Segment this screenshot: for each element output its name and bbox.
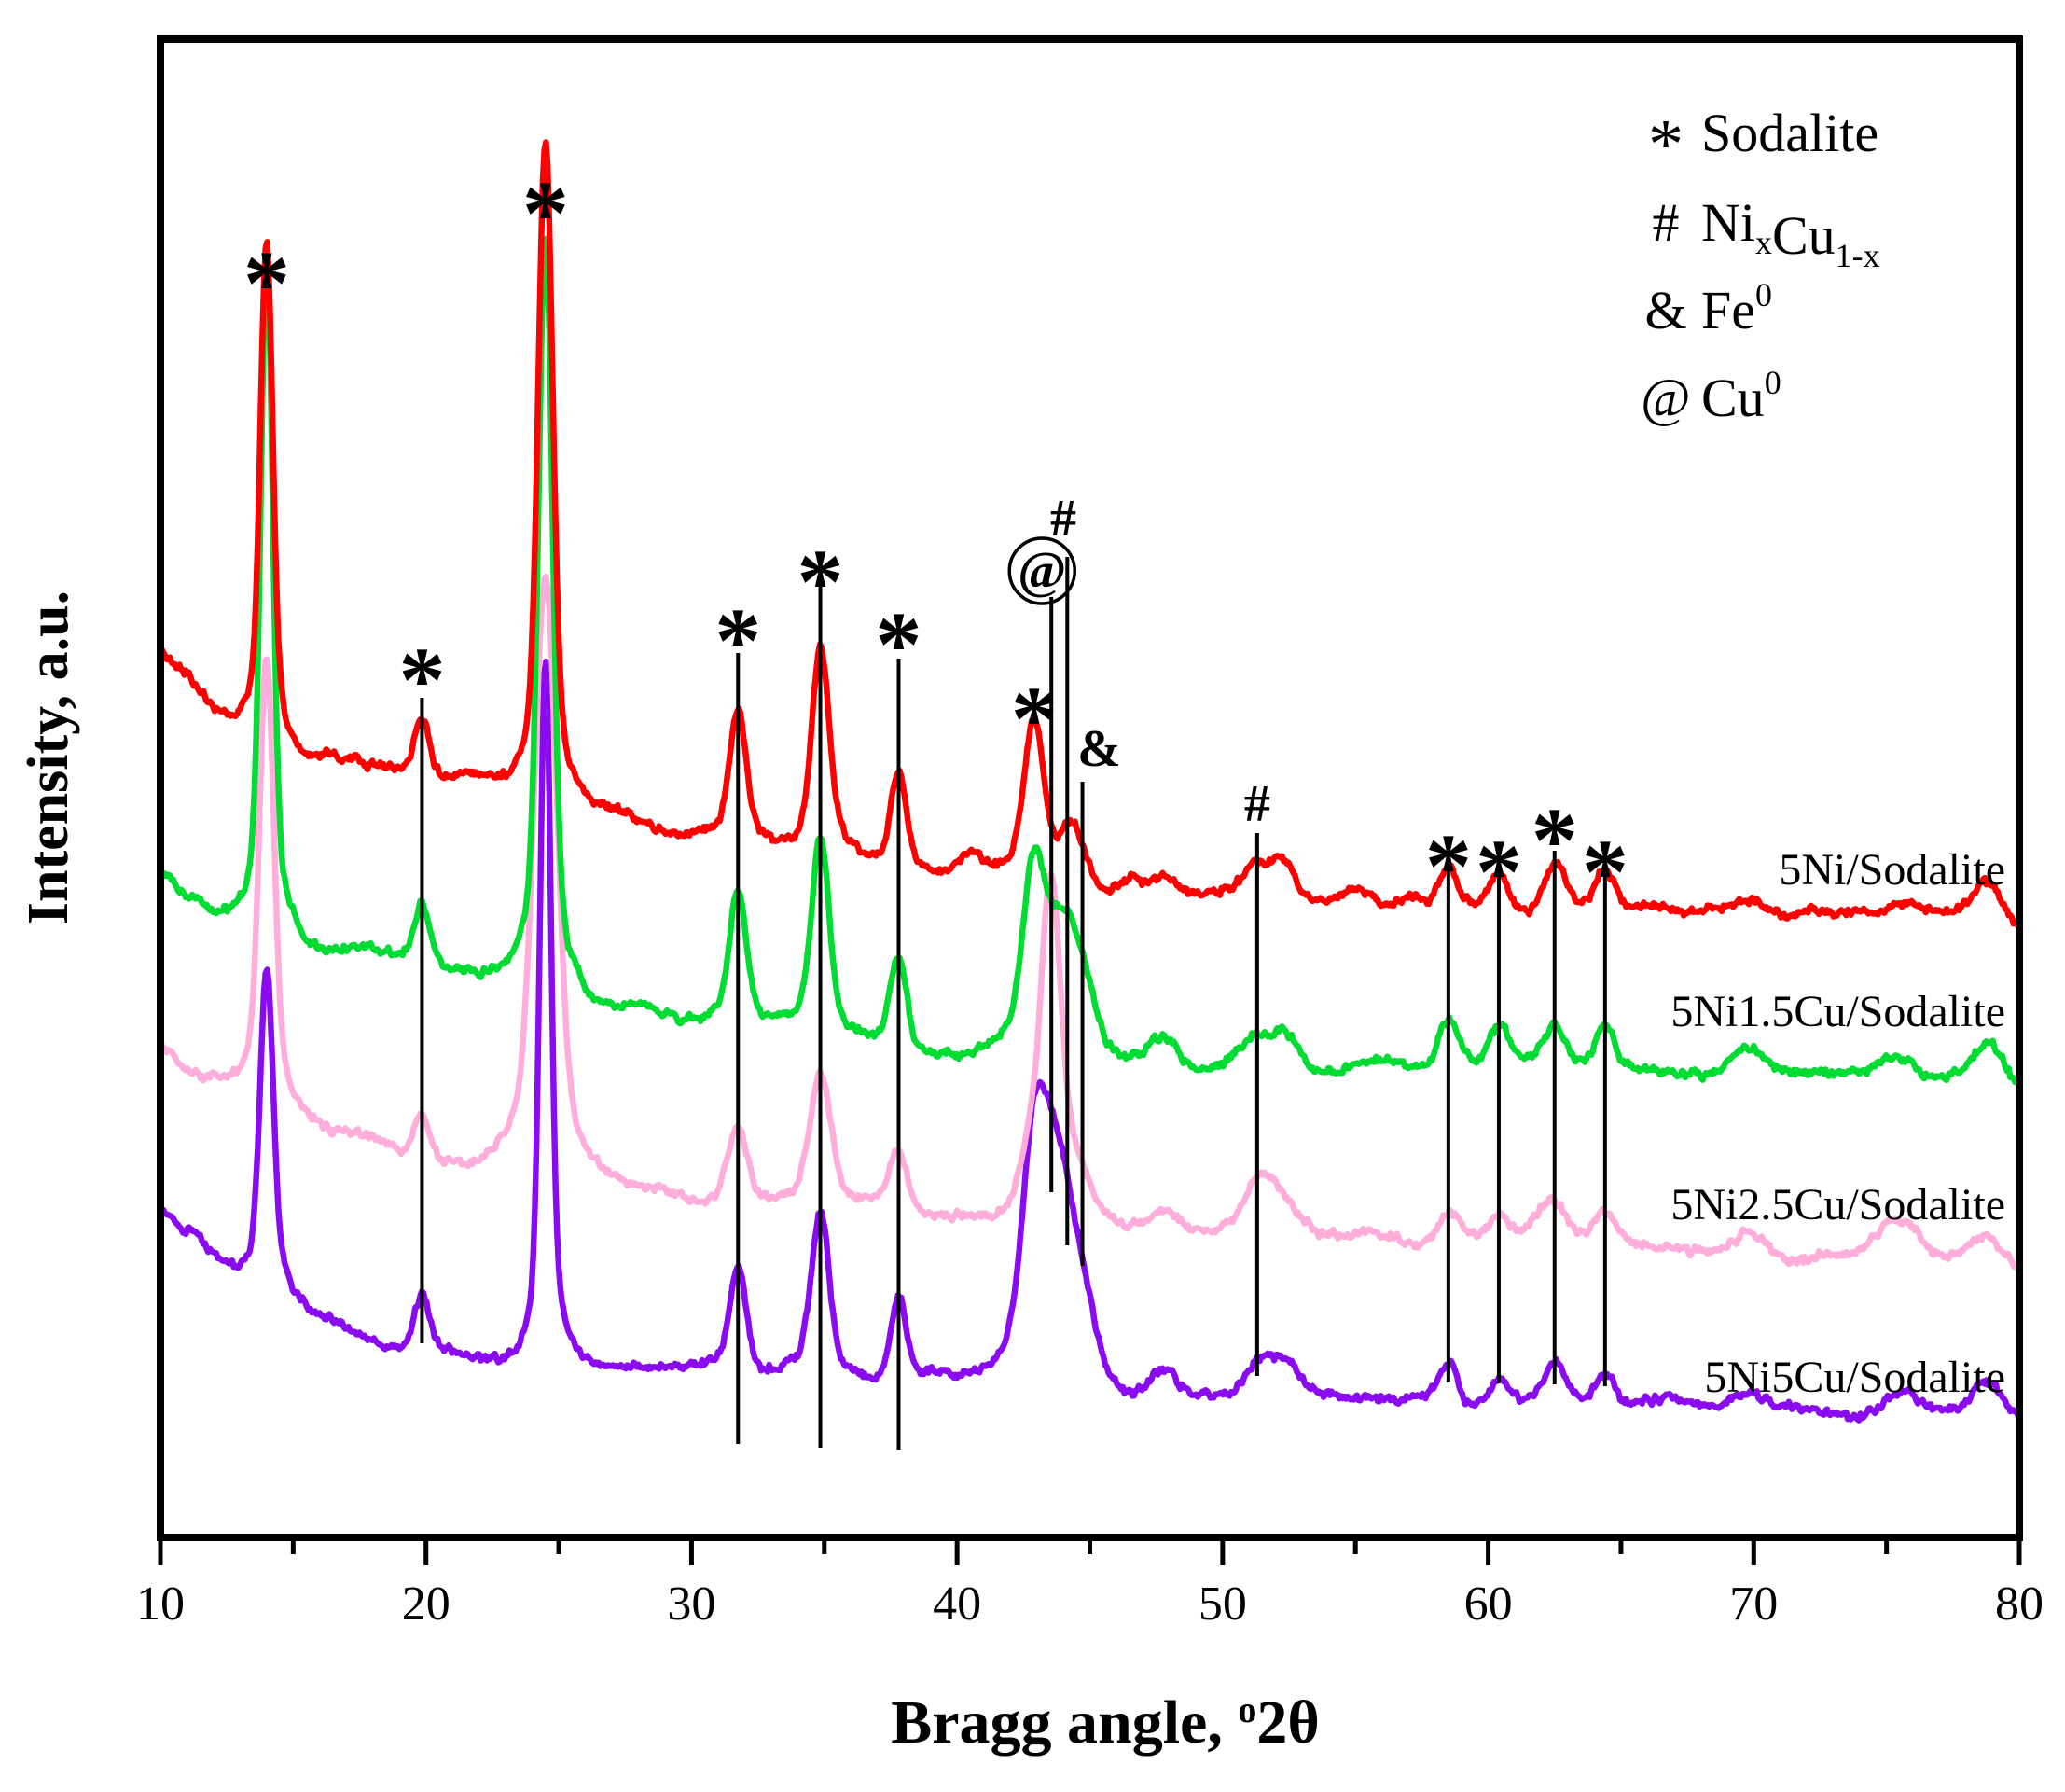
legend-symbol-fe0: & bbox=[1644, 280, 1686, 340]
sodalite-star-marker: * bbox=[714, 589, 761, 692]
phase-symbol-marker: @ bbox=[1018, 542, 1066, 600]
legend-symbol-nixcu1x: # bbox=[1653, 192, 1680, 253]
trace-5ni-sodalite bbox=[163, 139, 2016, 929]
sodalite-star-marker: * bbox=[243, 231, 290, 335]
sodalite-star-marker: * bbox=[1425, 814, 1472, 918]
trace-label-5ni-sodalite: 5Ni/Sodalite bbox=[1779, 845, 2005, 895]
sodalite-star-marker: * bbox=[1476, 820, 1522, 924]
trace-5ni5cu-sodalite bbox=[163, 658, 2016, 1424]
x-tick-label: 30 bbox=[667, 1577, 715, 1631]
legend-text-sodalite: Sodalite bbox=[1701, 103, 1878, 163]
trace-label-5ni5cu-sodalite: 5Ni5Cu/Sodalite bbox=[1704, 1353, 2005, 1402]
circled-at-marker bbox=[1007, 536, 1077, 605]
phase-symbol-marker: & bbox=[1077, 720, 1121, 778]
sodalite-star-marker: * bbox=[522, 161, 569, 265]
sodalite-star-marker: * bbox=[1011, 667, 1058, 771]
sodalite-star-marker: * bbox=[876, 592, 922, 696]
trace-label-5ni2-5cu-sodalite: 5Ni2.5Cu/Sodalite bbox=[1670, 1180, 2005, 1229]
trace-5ni1-5cu-sodalite bbox=[163, 235, 2016, 1086]
legend-symbol-cu0: @ bbox=[1641, 368, 1690, 428]
sodalite-star-marker: * bbox=[797, 530, 844, 633]
x-tick-label: 60 bbox=[1464, 1577, 1513, 1631]
x-tick-label: 20 bbox=[402, 1577, 450, 1631]
legend-text-fe0: Fe0 bbox=[1701, 276, 1772, 340]
x-tick-label: 70 bbox=[1729, 1577, 1778, 1631]
sodalite-star-marker: * bbox=[1531, 788, 1578, 892]
sodalite-star-marker: * bbox=[398, 628, 445, 731]
x-tick-label: 50 bbox=[1199, 1577, 1247, 1631]
phase-symbol-marker: # bbox=[1244, 775, 1270, 833]
trace-5ni2-5cu-sodalite bbox=[163, 573, 2016, 1271]
sodalite-star-marker: * bbox=[1582, 820, 1628, 924]
x-tick-label: 80 bbox=[1995, 1577, 2044, 1631]
x-tick-label: 40 bbox=[933, 1577, 981, 1631]
legend-text-nixcu1x: NixCu1-x bbox=[1701, 192, 1880, 274]
x-axis-title: Bragg angle, o2θ bbox=[891, 1688, 1320, 1757]
legend-symbol-sodalite: * bbox=[1648, 105, 1684, 184]
traces-group bbox=[163, 139, 2016, 1424]
x-tick-label: 10 bbox=[136, 1577, 185, 1631]
phase-symbol-marker: # bbox=[1050, 490, 1076, 548]
legend-text-cu0: Cu0 bbox=[1701, 364, 1781, 428]
trace-label-5ni1-5cu-sodalite: 5Ni1.5Cu/Sodalite bbox=[1670, 987, 2005, 1036]
y-axis-title: Intensity, a.u. bbox=[17, 590, 80, 924]
